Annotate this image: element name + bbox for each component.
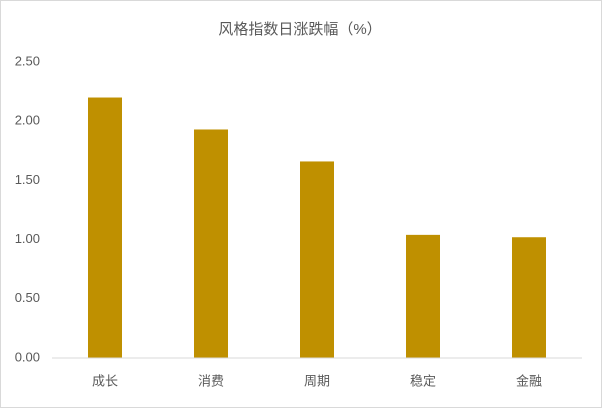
y-tick-label: 0.00 [15,349,40,364]
bar [88,97,122,359]
x-tick-label: 稳定 [410,373,436,388]
x-tick-label: 成长 [92,373,118,388]
chart-title: 风格指数日涨跌幅（%） [218,21,381,38]
x-tick-label: 消费 [198,373,224,388]
y-tick-label: 2.00 [15,113,40,128]
x-tick-label: 金融 [516,373,542,388]
y-tick-label: 1.50 [15,172,40,187]
y-tick-label: 0.50 [15,290,40,305]
bar [300,161,334,358]
x-tick-label: 周期 [304,373,330,388]
y-tick-label: 2.50 [15,53,40,68]
bar [512,237,546,358]
bar [406,234,440,358]
bar [194,129,228,358]
y-tick-label: 1.00 [15,231,40,246]
